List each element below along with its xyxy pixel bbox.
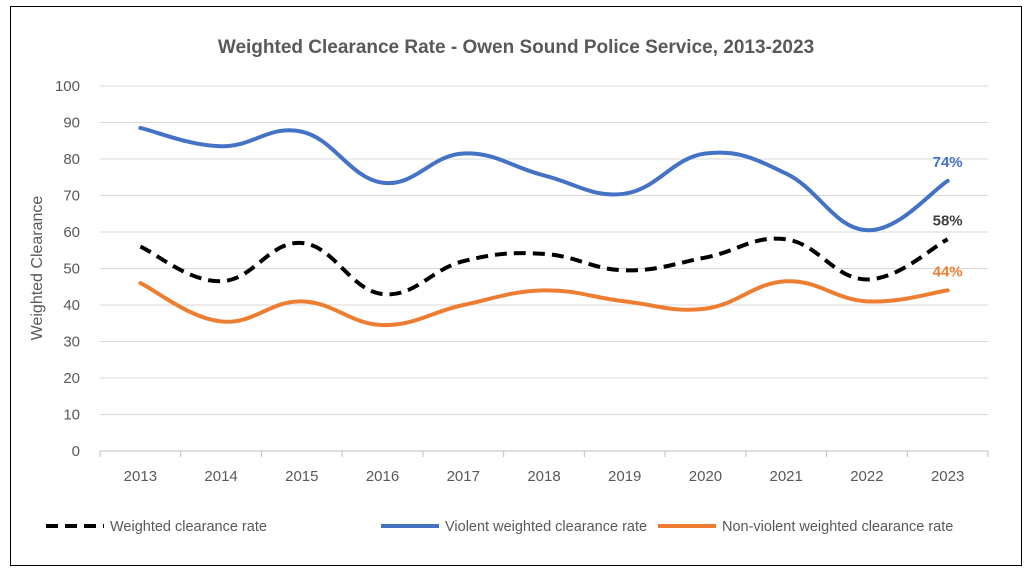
x-tick-label: 2014 [204,468,237,485]
y-tick-label: 20 [63,370,80,387]
y-axis-label: Weighted Clearance [29,196,46,341]
legend-label: Violent weighted clearance rate [445,519,647,535]
x-tick-label: 2017 [447,468,480,485]
x-axis-ticks: 2013 2014 2015 2016 2017 2018 2019 2020 2021 2022… [99,451,989,485]
series-line-1 [139,236,949,297]
series-lines [138,125,950,328]
x-tick-label: 2013 [124,468,157,485]
x-tick-label: 2022 [850,468,883,485]
y-axis-ticks: 0 10 20 30 40 50 60 70 80 90 100 [55,78,80,460]
y-tick-label: 10 [63,407,80,424]
y-tick-label: 0 [72,443,80,460]
gridlines [100,85,988,452]
y-tick-label: 80 [63,151,80,168]
x-tick-label: 2023 [931,468,964,485]
y-tick-label: 90 [63,115,80,132]
x-tick-label: 2018 [527,468,560,485]
end-label: 44% [933,263,963,280]
x-tick-label: 2016 [366,468,399,485]
end-label: 74% [933,154,963,171]
legend-label: Weighted clearance rate [110,519,267,535]
legend: Weighted clearance rate Violent weighted … [46,519,953,535]
series-line-2 [138,125,950,233]
y-tick-label: 40 [63,297,80,314]
end-label: 58% [933,212,963,229]
y-tick-label: 100 [55,78,80,95]
y-tick-label: 30 [63,334,80,351]
x-tick-label: 2020 [689,468,722,485]
y-tick-label: 70 [63,188,80,205]
end-labels: 58% 74% 44% [933,154,963,281]
y-tick-label: 60 [63,224,80,241]
x-tick-label: 2021 [769,468,802,485]
y-tick-label: 50 [63,261,80,278]
x-tick-label: 2015 [285,468,318,485]
chart-title: Weighted Clearance Rate - Owen Sound Pol… [218,37,814,58]
legend-label: Non-violent weighted clearance rate [722,519,953,535]
x-tick-label: 2019 [608,468,641,485]
series-line-3 [138,279,950,328]
chart-frame [10,6,1022,566]
